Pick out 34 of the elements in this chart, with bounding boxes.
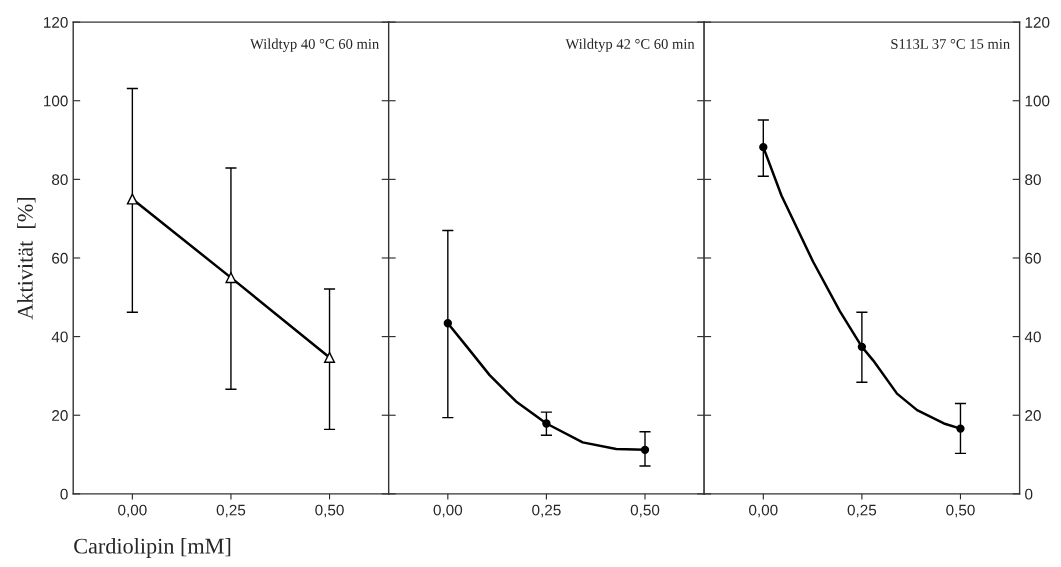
y-tick-label: 0 <box>60 488 68 500</box>
y-tick-label: 40 <box>1024 331 1041 343</box>
x-tick-label: 0,00 <box>433 504 463 518</box>
x-tick-label: 0,50 <box>315 504 344 518</box>
y-tick-label: 60 <box>52 252 68 264</box>
y-tick-label: 20 <box>1025 410 1041 421</box>
point <box>759 142 768 152</box>
point <box>956 424 965 433</box>
y-axis-title: Aktivität [%] <box>17 197 36 320</box>
x-tick-label: 0,25 <box>847 504 877 518</box>
x-tick-label: 0,00 <box>749 504 778 518</box>
text: Wildtyp 40 °C 60 min <box>250 38 379 52</box>
y-tick-label: 120 <box>1025 16 1050 28</box>
y-tick-label: 80 <box>1025 174 1041 186</box>
y-tick-label: 0 <box>1025 488 1033 500</box>
y-tick-label: 60 <box>1025 252 1041 264</box>
x-tick-label: 0,50 <box>630 504 660 518</box>
point <box>126 193 138 205</box>
x-tick-label: 0,00 <box>118 504 147 518</box>
x-tick-label: 0,50 <box>946 504 975 518</box>
y-tick-label: 120 <box>44 16 68 28</box>
y-tick-label: 20 <box>52 410 68 421</box>
y-tick-label: 100 <box>1025 95 1050 107</box>
text: S113L 37 °C 15 min <box>891 39 1010 49</box>
x-axis-title: Cardiolipin [mM] <box>74 537 231 559</box>
point <box>857 342 867 351</box>
y-tick-label: 100 <box>44 95 68 107</box>
y-tick-label: 40 <box>51 331 68 343</box>
point <box>225 272 237 284</box>
y-tick-label: 80 <box>52 174 68 186</box>
x-tick-label: 0,25 <box>532 504 561 518</box>
point <box>323 351 336 364</box>
x-tick-label: 0,25 <box>216 504 246 518</box>
text: Wildtyp 42 °C 60 min <box>565 38 695 52</box>
